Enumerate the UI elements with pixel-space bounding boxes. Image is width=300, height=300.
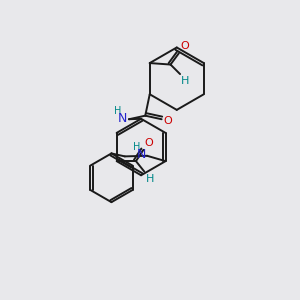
Text: O: O (145, 138, 153, 148)
Text: H: H (181, 76, 190, 86)
Text: O: O (164, 116, 172, 126)
Text: N: N (118, 112, 127, 125)
Text: H: H (114, 106, 121, 116)
Text: O: O (180, 41, 189, 51)
Text: N: N (136, 148, 146, 161)
Text: H: H (133, 142, 140, 152)
Text: H: H (146, 174, 154, 184)
